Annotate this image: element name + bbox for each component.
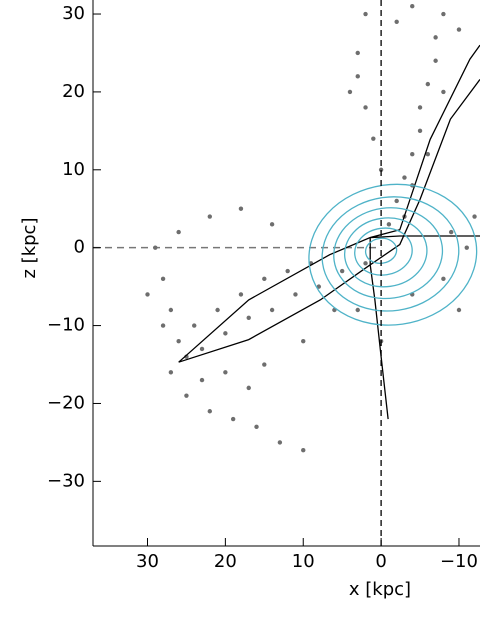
y-tick-label: 0 [74, 237, 85, 258]
particle [339, 268, 345, 274]
particle [402, 175, 407, 180]
particle [371, 136, 376, 141]
particle [394, 198, 399, 204]
particle [456, 307, 462, 313]
particle [262, 362, 267, 367]
orbit-line [178, 44, 480, 420]
y-tick-label: −20 [47, 392, 85, 413]
particle [160, 323, 166, 328]
particle [246, 385, 251, 391]
particle [394, 19, 399, 25]
particle [464, 245, 469, 250]
particle [285, 268, 290, 274]
particle [425, 152, 431, 157]
particle [230, 416, 236, 422]
particle [223, 370, 228, 375]
particle [301, 447, 306, 453]
ticks: 30 20 10 0 −10 30 20 10 0 −10 −20 −30 [47, 3, 478, 572]
particle [168, 307, 174, 313]
particle [192, 323, 197, 328]
contour [308, 183, 478, 326]
particle [215, 307, 220, 313]
particle [160, 276, 166, 282]
particle [448, 229, 454, 235]
particle [363, 261, 368, 266]
particle [238, 206, 244, 211]
particle [199, 346, 205, 352]
x-tick-label: −10 [440, 551, 478, 572]
particle [262, 276, 267, 282]
plot-area [93, 0, 480, 546]
x-tick-label: 30 [136, 551, 159, 572]
particle [355, 74, 360, 79]
particle [153, 245, 158, 250]
y-axis-label: z [kpc] [19, 218, 40, 279]
y-tick-label: −10 [47, 315, 85, 336]
particle [410, 4, 415, 9]
particle [441, 276, 446, 282]
particle [207, 214, 213, 219]
x-tick-label: 10 [292, 551, 315, 572]
y-tick-label: 30 [62, 3, 85, 24]
particle [277, 440, 283, 445]
particle [441, 89, 446, 95]
particle [433, 35, 438, 40]
particle [176, 229, 181, 235]
particle [223, 331, 228, 336]
particle [378, 167, 384, 172]
particle [184, 393, 189, 398]
particle [207, 409, 213, 414]
particle [246, 315, 251, 320]
particle [269, 307, 275, 313]
particle [363, 105, 368, 110]
contour [321, 196, 460, 312]
particle [410, 152, 415, 157]
particle [176, 338, 181, 344]
particle [316, 284, 322, 289]
y-tick-label: −30 [47, 470, 85, 491]
particle [301, 338, 306, 344]
x-tick-label: 0 [375, 551, 386, 572]
contour [364, 237, 398, 264]
particle [199, 377, 205, 383]
particle [456, 27, 462, 32]
particle [238, 292, 244, 297]
particle [433, 58, 438, 63]
particle [441, 11, 446, 17]
contour [354, 227, 413, 276]
particle [386, 222, 392, 227]
x-tick-label: 20 [214, 551, 237, 572]
particle [363, 11, 368, 17]
particle [269, 222, 275, 227]
contour [333, 207, 444, 300]
particle [347, 89, 353, 95]
particle [425, 81, 431, 87]
y-tick-label: 20 [62, 81, 85, 102]
particle [293, 292, 298, 297]
particle [417, 128, 423, 134]
particle [417, 105, 423, 110]
particle [254, 424, 259, 430]
particle [168, 370, 174, 375]
particle [355, 307, 360, 313]
particle [355, 50, 360, 56]
particle [472, 214, 477, 219]
contour [343, 217, 428, 288]
particle [145, 292, 150, 297]
y-tick-label: 10 [62, 159, 85, 180]
x-axis-label: x [kpc] [349, 579, 411, 600]
